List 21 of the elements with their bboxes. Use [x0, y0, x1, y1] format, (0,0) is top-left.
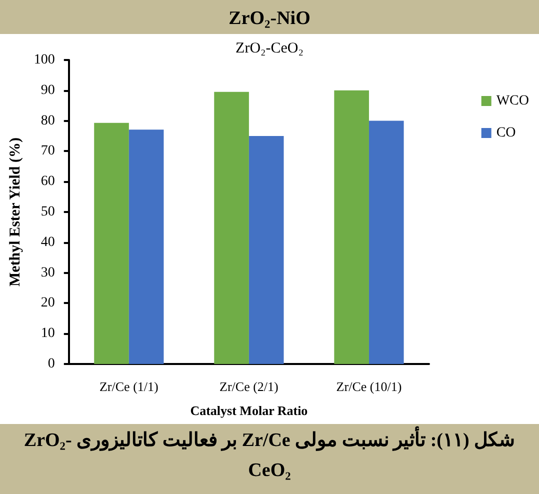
y-tick-label: 50: [40, 204, 55, 220]
y-tick-label: 10: [40, 326, 55, 342]
legend-label: CO: [496, 126, 516, 140]
y-tick-label: 60: [40, 174, 55, 190]
legend-label: WCO: [496, 94, 530, 108]
chart-subtitle: ZrO₂-CeO₂: [236, 40, 304, 56]
y-tick-label: 40: [40, 234, 55, 250]
y-tick-label: 0: [48, 356, 55, 372]
y-tick-label: 90: [40, 82, 55, 98]
text: شکل (۱۱): تأثیر نسبت مولی Zr/Ce بر فعالیت کاتالیزوری ZrO₂-CeO₂: [0, 424, 539, 494]
y-tick-label: 30: [40, 265, 55, 280]
x-axis-title: Catalyst Molar Ratio: [190, 403, 308, 418]
y-tick-label: 100: [34, 52, 55, 68]
x-tick-label: Zr/Ce (2/1): [220, 379, 278, 394]
x-tick-label: Zr/Ce (10/1): [336, 379, 402, 394]
y-axis-title: Methyl Ester Yield (%): [8, 138, 24, 286]
y-tick-label: 70: [40, 144, 55, 159]
chart-title: ZrO₂-NiO: [0, 0, 539, 34]
y-tick-label: 20: [40, 296, 55, 311]
y-tick-label: 80: [40, 113, 55, 128]
x-tick-label: Zr/Ce (1/1): [99, 379, 158, 394]
